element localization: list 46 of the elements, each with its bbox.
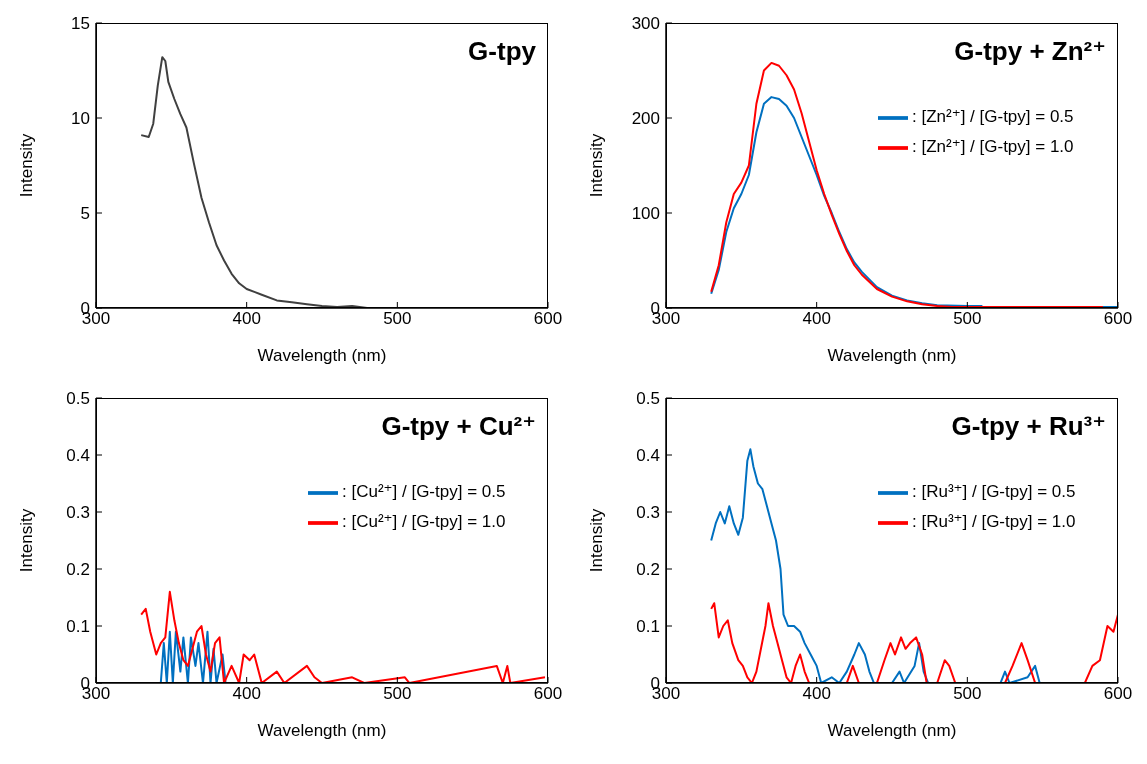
x-axis-title: Wavelength (nm) xyxy=(827,346,957,365)
y-tick-label: 100 xyxy=(631,204,660,224)
legend-label: : [Cu²⁺] / [G-tpy] = 1.0 xyxy=(342,512,506,532)
x-axis-title: Wavelength (nm) xyxy=(827,721,957,740)
y-axis-title: Intensity xyxy=(587,133,607,198)
x-tick-label: 400 xyxy=(802,684,831,704)
text: G-tpy + Cu²⁺ xyxy=(381,411,536,442)
y-tick-label: 10 xyxy=(71,109,90,129)
y-tick-label: 0.2 xyxy=(636,560,660,580)
y-tick-label: 0.5 xyxy=(66,389,90,409)
y-axis-title: Intensity xyxy=(587,508,607,573)
x-tick-label: 500 xyxy=(953,309,982,329)
y-tick-label: 0.4 xyxy=(636,446,660,466)
x-tick-label: 400 xyxy=(232,684,261,704)
y-tick-label: 15 xyxy=(71,14,90,34)
x-axis-title: Wavelength (nm) xyxy=(257,721,387,740)
x-tick-label: 600 xyxy=(1103,309,1133,329)
x-tick-label: 500 xyxy=(953,684,982,704)
legend-label: : [Zn²⁺] / [G-tpy] = 0.5 xyxy=(912,107,1074,127)
y-tick-label: 5 xyxy=(80,204,90,224)
x-tick-label: 500 xyxy=(383,309,412,329)
x-tick-label: 600 xyxy=(1103,684,1133,704)
y-tick-label: 300 xyxy=(631,14,660,34)
legend-label: : [Cu²⁺] / [G-tpy] = 0.5 xyxy=(342,482,506,502)
y-tick-label: 0.1 xyxy=(636,617,660,637)
y-tick-label: 0.3 xyxy=(636,503,660,523)
y-tick-label: 200 xyxy=(631,109,660,129)
x-tick-label: 400 xyxy=(802,309,831,329)
text: G-tpy + Zn²⁺ xyxy=(954,36,1106,67)
legend-label: : [Ru³⁺] / [G-tpy] = 0.5 xyxy=(912,482,1076,502)
y-tick-label: 0.5 xyxy=(636,389,660,409)
text: G-tpy xyxy=(468,36,536,67)
legend-label: : [Ru³⁺] / [G-tpy] = 1.0 xyxy=(912,512,1076,532)
x-axis-title: Wavelength (nm) xyxy=(257,346,387,365)
x-tick-label: 400 xyxy=(232,309,261,329)
y-tick-label: 0.3 xyxy=(66,503,90,523)
y-tick-label: 0.2 xyxy=(66,560,90,580)
y-axis-title: Intensity xyxy=(17,133,37,198)
x-tick-label: 600 xyxy=(533,309,563,329)
legend-label: : [Zn²⁺] / [G-tpy] = 1.0 xyxy=(912,137,1074,157)
y-tick-label: 0.4 xyxy=(66,446,90,466)
y-axis-title: Intensity xyxy=(17,508,37,573)
y-tick-label: 0.1 xyxy=(66,617,90,637)
x-tick-label: 600 xyxy=(533,684,563,704)
text: G-tpy + Ru³⁺ xyxy=(951,411,1106,442)
x-tick-label: 500 xyxy=(383,684,412,704)
